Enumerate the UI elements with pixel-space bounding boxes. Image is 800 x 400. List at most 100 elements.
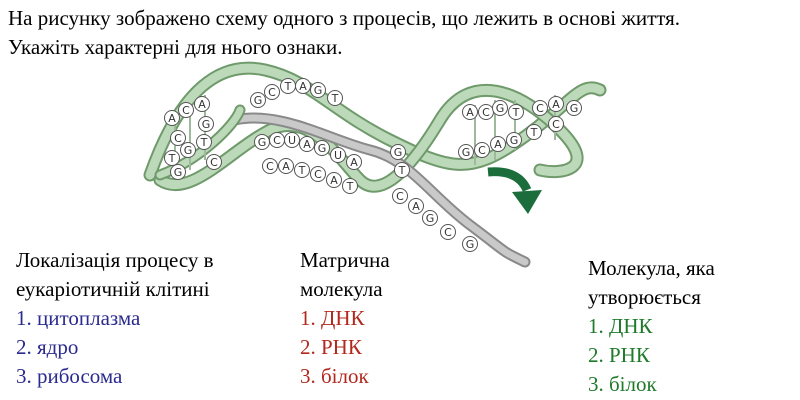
template-option-1[interactable]: 1. ДНК bbox=[300, 306, 365, 330]
right-top-4-circle bbox=[532, 100, 548, 116]
product-option-2[interactable]: 2. РНК bbox=[588, 343, 650, 367]
localization-option-1[interactable]: 1. цитоплазма bbox=[16, 306, 141, 330]
rna-5-letter: U bbox=[334, 149, 342, 162]
right-top-6-letter: G bbox=[570, 102, 579, 115]
left-pair-2-b-circle bbox=[196, 134, 212, 150]
right-top-3-circle bbox=[508, 104, 524, 120]
right-bottom-2-letter: A bbox=[494, 138, 502, 151]
tail-2-circle bbox=[392, 188, 408, 204]
template-4-letter: A bbox=[330, 174, 338, 187]
product-option-1[interactable]: 1. ДНК bbox=[588, 314, 653, 338]
tail-0-circle bbox=[390, 144, 406, 160]
right-top-6-circle bbox=[566, 100, 582, 116]
mid-top-2-letter: T bbox=[284, 80, 292, 93]
tail-1-circle bbox=[394, 162, 410, 178]
template-1-circle bbox=[278, 158, 294, 174]
rna-4-letter: G bbox=[318, 142, 327, 155]
rna-5-circle bbox=[330, 147, 346, 163]
rna-6-circle bbox=[346, 154, 362, 170]
localization-title-1: Локалізація процесу в bbox=[16, 248, 214, 272]
question-text: На рисунку зображено схему одного з проц… bbox=[8, 4, 798, 62]
right-top-3-letter: T bbox=[512, 106, 520, 119]
left-pair-0-b-circle bbox=[164, 150, 180, 166]
right-bottom-1-letter: C bbox=[478, 144, 486, 157]
localization-column: Локалізація процесу в еукаріотичній кліт… bbox=[16, 246, 214, 391]
product-column: Молекула, яка утворюється 1. ДНК 2. РНК … bbox=[588, 254, 715, 399]
rna-3-letter: A bbox=[303, 138, 311, 151]
rna-0-letter: G bbox=[258, 136, 267, 149]
tail-6-circle bbox=[462, 236, 478, 252]
rna-6-letter: A bbox=[350, 156, 358, 169]
tail-2-letter: C bbox=[396, 190, 404, 203]
left-pair-0-a-circle bbox=[164, 110, 180, 126]
product-title-1: Молекула, яка bbox=[588, 256, 715, 280]
question-line-2: Укажіть характерні для нього ознаки. bbox=[8, 35, 343, 59]
tail-3-circle bbox=[408, 198, 424, 214]
product-title-2: утворюється bbox=[588, 285, 701, 309]
left-pair-4-a-letter: G bbox=[202, 118, 211, 131]
template-5-letter: T bbox=[346, 180, 354, 193]
mid-top-1-letter: C bbox=[268, 86, 276, 99]
tail-0-letter: G bbox=[394, 146, 403, 159]
right-bottom-2-circle bbox=[490, 136, 506, 152]
right-top-2-circle bbox=[492, 100, 508, 116]
template-option-3[interactable]: 3. білок bbox=[300, 364, 369, 388]
left-pair-0-a-letter: A bbox=[168, 112, 176, 125]
left-pair-1-b-circle bbox=[180, 142, 196, 158]
left-pair-3-b-letter: G bbox=[174, 166, 183, 179]
template-0-circle bbox=[262, 158, 278, 174]
right-top-0-circle bbox=[462, 104, 478, 120]
left-pair-2-a-letter: A bbox=[198, 98, 206, 111]
left-pair-1-a-circle bbox=[178, 102, 194, 118]
rna-2-letter: U bbox=[288, 134, 296, 147]
tail-5-circle bbox=[440, 224, 456, 240]
left-pair-1-a-letter: C bbox=[182, 104, 190, 117]
left-pair-3-b-circle bbox=[170, 164, 186, 180]
right-bottom-4-letter: T bbox=[530, 126, 538, 139]
template-2-letter: T bbox=[298, 164, 306, 177]
right-top-0-letter: A bbox=[466, 106, 474, 119]
direction-arrow-icon bbox=[487, 167, 542, 214]
right-bottom-4-circle bbox=[526, 124, 542, 140]
tail-1-letter: T bbox=[398, 164, 406, 177]
mid-top-5-circle bbox=[327, 90, 343, 106]
right-bottom-1-circle bbox=[474, 142, 490, 158]
right-top-5-letter: A bbox=[552, 98, 560, 111]
template-1-letter: A bbox=[282, 160, 290, 173]
template-0-letter: C bbox=[266, 160, 274, 173]
left-pair-4-a-circle bbox=[198, 116, 214, 132]
template-4-circle bbox=[326, 172, 342, 188]
tail-5-letter: C bbox=[444, 226, 452, 239]
mid-top-3-letter: A bbox=[299, 80, 307, 93]
mid-top-1-circle bbox=[264, 84, 280, 100]
mid-top-4-circle bbox=[310, 82, 326, 98]
left-pair-3-a-letter: C bbox=[174, 132, 182, 145]
left-pair-0-b-letter: T bbox=[168, 152, 176, 165]
tail-4-circle bbox=[422, 210, 438, 226]
template-option-2[interactable]: 2. РНК bbox=[300, 335, 362, 359]
left-pair-1-b-letter: G bbox=[184, 144, 193, 157]
rna-4-circle bbox=[314, 140, 330, 156]
left-pair-2-b-letter: T bbox=[200, 136, 208, 149]
tail-4-letter: G bbox=[426, 212, 435, 225]
localization-option-2[interactable]: 2. ядро bbox=[16, 335, 79, 359]
tail-3-letter: A bbox=[412, 200, 420, 213]
mid-top-3-circle bbox=[295, 78, 311, 94]
product-option-3[interactable]: 3. білок bbox=[588, 372, 657, 396]
question-line-1: На рисунку зображено схему одного з проц… bbox=[8, 6, 681, 30]
template-2-circle bbox=[294, 162, 310, 178]
template-title-1: Матрична bbox=[300, 248, 390, 272]
right-bottom-5-circle bbox=[548, 116, 564, 132]
mid-top-0-circle bbox=[250, 92, 266, 108]
template-5-circle bbox=[342, 178, 358, 194]
rna-1-letter: C bbox=[273, 134, 281, 147]
right-top-1-letter: C bbox=[482, 106, 490, 119]
right-top-2-letter: G bbox=[496, 102, 505, 115]
right-top-4-letter: C bbox=[536, 102, 544, 115]
rna-3-circle bbox=[299, 136, 315, 152]
localization-option-3[interactable]: 3. рибосома bbox=[16, 364, 123, 388]
left-pair-2-a-circle bbox=[194, 96, 210, 112]
left-pair-4-b-circle bbox=[206, 154, 222, 170]
right-bottom-5-letter: C bbox=[552, 118, 560, 131]
